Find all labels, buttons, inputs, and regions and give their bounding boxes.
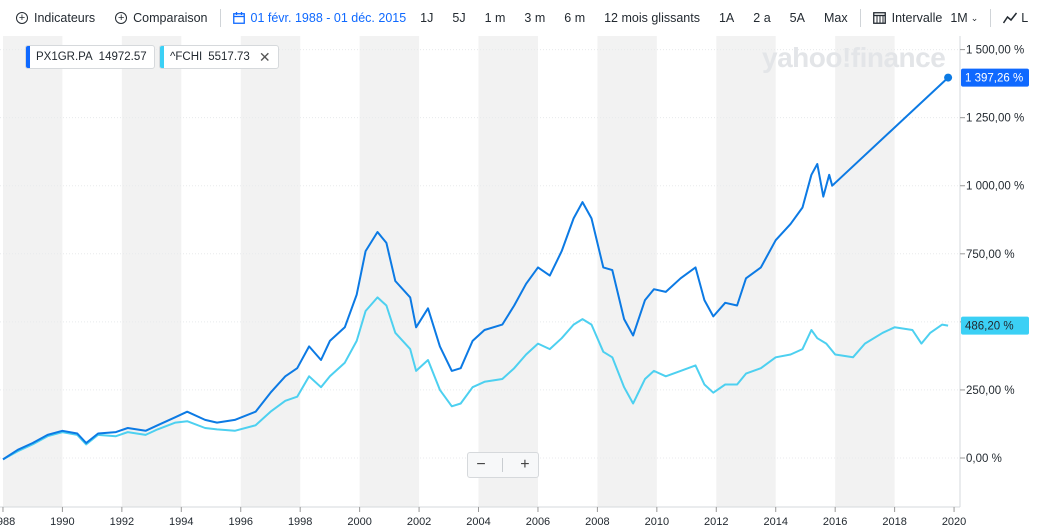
year-band bbox=[2, 36, 63, 507]
badge-px1gr-bg bbox=[961, 68, 1029, 87]
legend-value: 14972.57 bbox=[98, 51, 147, 63]
legend-symbol: ^FCHI bbox=[170, 51, 203, 63]
toolbar-divider bbox=[990, 9, 992, 27]
interval-value: 1M bbox=[950, 11, 968, 25]
line-chart-icon bbox=[1003, 12, 1018, 24]
comparison-label: Comparaison bbox=[133, 11, 208, 25]
year-band bbox=[835, 36, 895, 507]
chart-type-label: L bbox=[1021, 11, 1029, 25]
year-band bbox=[121, 36, 182, 507]
series-line-fchi bbox=[2, 296, 949, 461]
zoom-in-button[interactable]: + bbox=[520, 456, 530, 473]
range-12m-rolling[interactable]: 12 mois glissants bbox=[604, 11, 700, 25]
zoom-divider bbox=[502, 458, 504, 472]
x-tick-label: 1996 bbox=[229, 516, 253, 528]
year-band bbox=[716, 36, 776, 507]
x-tick-label: 2002 bbox=[407, 516, 431, 528]
x-tick-label: 1988 bbox=[0, 516, 15, 528]
x-tick-label: 2020 bbox=[942, 516, 966, 528]
x-tick-label: 1998 bbox=[288, 516, 312, 528]
year-bands bbox=[2, 36, 895, 507]
zoom-control: − + bbox=[467, 452, 539, 478]
x-tick-label: 2004 bbox=[466, 516, 490, 528]
range-2y[interactable]: 2 a bbox=[753, 11, 771, 25]
range-5y[interactable]: 5A bbox=[789, 11, 805, 25]
x-tick-label: 1994 bbox=[169, 516, 193, 528]
y-tick-label: 750,00 % bbox=[966, 249, 1015, 261]
badge-fchi-bg bbox=[961, 316, 1029, 335]
year-band bbox=[597, 36, 657, 507]
x-tick-label: 2012 bbox=[704, 516, 728, 528]
chart-type-button[interactable]: L bbox=[1003, 11, 1028, 25]
y-tick-label: 1 250,00 % bbox=[966, 113, 1024, 125]
chart-toolbar: + Indicateurs + Comparaison 01 févr. 198… bbox=[0, 0, 1041, 36]
date-range-button[interactable]: 01 févr. 1988 - 01 déc. 2015 bbox=[232, 11, 407, 25]
toolbar-divider bbox=[219, 9, 221, 27]
y-axis: 0,00 %250,00 %500,00 %750,00 %1 000,00 %… bbox=[960, 45, 1024, 465]
series-color-swatch bbox=[26, 46, 30, 68]
y-tick-label: 1 000,00 % bbox=[966, 181, 1024, 193]
series-color-swatch bbox=[160, 46, 164, 68]
chevron-down-icon: ⌄ bbox=[970, 12, 979, 23]
indicators-label: Indicateurs bbox=[34, 11, 96, 25]
y-tick-label: 0,00 % bbox=[966, 453, 1002, 465]
legend-value: 5517.73 bbox=[208, 51, 250, 63]
legend-chip-fchi[interactable]: ^FCHI 5517.73 ✕ bbox=[159, 45, 279, 69]
legend-symbol: PX1GR.PA bbox=[36, 51, 93, 63]
y-tick-label: 250,00 % bbox=[966, 385, 1015, 397]
toolbar-divider bbox=[859, 9, 861, 27]
legend-chip-px1gr[interactable]: PX1GR.PA 14972.57 bbox=[25, 45, 155, 69]
series-lines bbox=[2, 73, 953, 461]
range-5d[interactable]: 5J bbox=[452, 11, 466, 25]
x-tick-label: 2008 bbox=[585, 516, 609, 528]
badge-px1gr: 1 397,26 % bbox=[965, 73, 1023, 85]
interval-button[interactable]: Intervalle 1M ⌄ bbox=[872, 11, 979, 25]
y-tick-label: 1 500,00 % bbox=[966, 45, 1024, 57]
x-tick-label: 2014 bbox=[763, 516, 787, 528]
badge-fchi: 486,20 % bbox=[965, 321, 1014, 333]
yahoo-finance-watermark: yahoo!finance bbox=[762, 42, 946, 73]
last-point-marker bbox=[944, 73, 953, 82]
year-band bbox=[359, 36, 420, 507]
x-tick-label: 1990 bbox=[50, 516, 74, 528]
close-icon[interactable]: ✕ bbox=[258, 48, 271, 65]
interval-label: Intervalle bbox=[891, 11, 943, 25]
x-tick-label: 2000 bbox=[347, 516, 371, 528]
range-selector: 1J 5J 1 m 3 m 6 m 12 mois glissants 1A 2… bbox=[420, 11, 847, 25]
x-tick-label: 1992 bbox=[110, 516, 134, 528]
calendar-icon bbox=[232, 12, 245, 24]
series-line-px1gr bbox=[2, 76, 949, 461]
plus-circle-icon: + bbox=[115, 12, 128, 24]
x-tick-label: 2006 bbox=[526, 516, 550, 528]
range-3m[interactable]: 3 m bbox=[524, 11, 546, 25]
last-value-badges: 1 397,26 % 486,20 % bbox=[961, 68, 1029, 335]
date-range-label: 01 févr. 1988 - 01 déc. 2015 bbox=[250, 11, 407, 25]
range-1d[interactable]: 1J bbox=[420, 11, 434, 25]
x-tick-label: 2010 bbox=[645, 516, 669, 528]
range-max[interactable]: Max bbox=[823, 11, 848, 25]
range-1m[interactable]: 1 m bbox=[484, 11, 506, 25]
year-band bbox=[478, 36, 538, 507]
comparison-button[interactable]: + Comparaison bbox=[115, 11, 208, 25]
indicators-button[interactable]: + Indicateurs bbox=[16, 11, 95, 25]
x-tick-label: 2016 bbox=[823, 516, 847, 528]
zoom-out-button[interactable]: − bbox=[476, 456, 486, 473]
range-6m[interactable]: 6 m bbox=[564, 11, 586, 25]
x-axis: 1988 1990 1992 1994 1996 1998 2000 2002 2004 2006… bbox=[0, 507, 966, 528]
range-1y[interactable]: 1A bbox=[718, 11, 735, 25]
year-band bbox=[240, 36, 301, 507]
interval-icon bbox=[872, 12, 886, 24]
plus-circle-icon: + bbox=[16, 12, 28, 24]
x-tick-label: 2018 bbox=[882, 516, 906, 528]
